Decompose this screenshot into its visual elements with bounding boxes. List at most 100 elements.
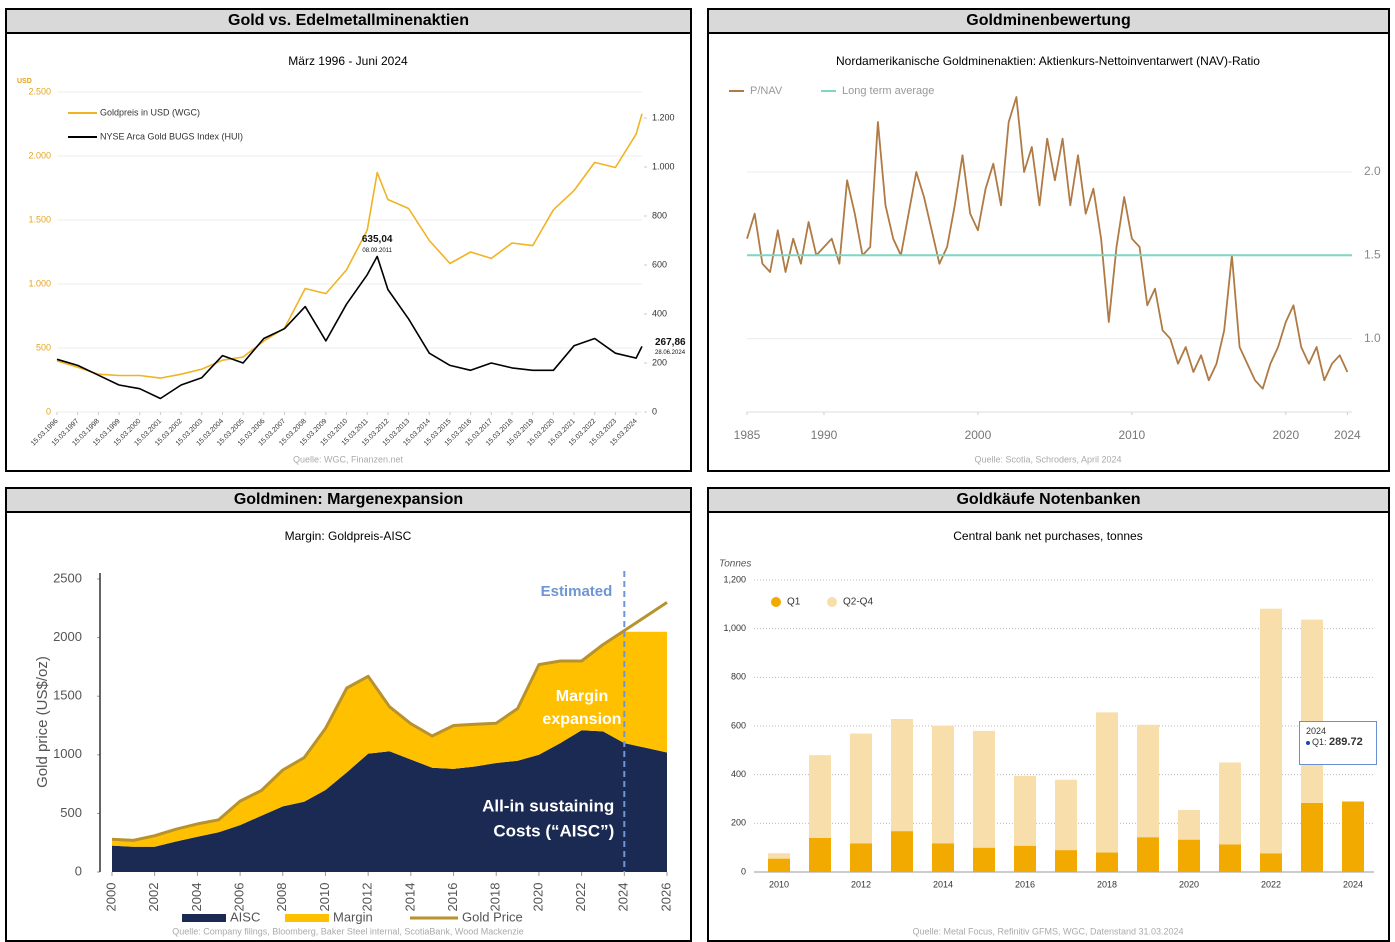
annotation: All-in sustaining xyxy=(482,796,614,815)
bar xyxy=(1260,853,1282,872)
y-tick-label: 1000 xyxy=(53,746,82,761)
bar xyxy=(891,718,913,832)
y-axis-label: Tonnes xyxy=(719,559,751,570)
value-date: 28.06.2024 xyxy=(655,350,686,356)
legend-label: Gold Price xyxy=(462,909,523,924)
annotation: expansion xyxy=(542,711,621,728)
legend-swatch xyxy=(771,597,781,607)
y-tick-label: 1,200 xyxy=(723,574,746,584)
tooltip-row: Q1 289.72 xyxy=(1306,736,1370,748)
x-tick-label: 2018 xyxy=(1097,879,1117,889)
x-tick-label: 2024 xyxy=(616,883,631,912)
x-tick-label: 2016 xyxy=(445,883,460,912)
tooltip-title: 2024 xyxy=(1306,726,1327,736)
x-tick-label: 2020 xyxy=(1179,879,1199,889)
x-tick-label: 2000 xyxy=(965,428,992,442)
bar xyxy=(1096,852,1118,872)
x-tick-label: 1990 xyxy=(811,428,838,442)
x-tick-label: 2010 xyxy=(1119,428,1146,442)
line-series xyxy=(56,113,643,379)
legend-label: Long term average xyxy=(842,85,934,97)
x-tick-label: 2012 xyxy=(360,883,375,912)
chart-subtitle: März 1996 - Juni 2024 xyxy=(288,54,408,68)
x-tick-label: 2018 xyxy=(488,883,503,912)
x-tick-label: 2022 xyxy=(1261,879,1281,889)
line-series xyxy=(111,601,668,842)
bar xyxy=(1055,850,1077,872)
bar xyxy=(1219,762,1241,845)
chart: Margin: Goldpreis-AISC Gold price (US$/o… xyxy=(34,529,673,936)
bar xyxy=(809,837,831,872)
y-tick-label: 500 xyxy=(36,342,51,352)
x-tick-label: 2012 xyxy=(851,879,871,889)
bar xyxy=(1178,809,1200,840)
bar xyxy=(891,831,913,872)
y-tick-label: 2000 xyxy=(53,629,82,644)
bar xyxy=(1014,845,1036,872)
bar xyxy=(1342,801,1364,872)
y-tick-label: 1.0 xyxy=(1364,331,1381,345)
bar xyxy=(850,843,872,872)
value-label: 267,86 xyxy=(655,337,686,348)
x-tick-label: 2024 xyxy=(1343,879,1363,889)
area-series xyxy=(112,631,667,847)
x-tick-label: 2016 xyxy=(1015,879,1035,889)
y-tick-label: 2.000 xyxy=(28,150,51,160)
value-date: 08.09.2011 xyxy=(362,248,392,254)
x-tick-label: 2008 xyxy=(274,883,289,912)
y-tick-label: 400 xyxy=(731,769,746,779)
x-tick-label: 2006 xyxy=(232,883,247,912)
y2-tick-label: 400 xyxy=(652,308,667,318)
chart: März 1996 - Juni 2024 USD Quelle: WGC, F… xyxy=(17,54,686,464)
y-tick-label: 1500 xyxy=(53,688,82,703)
x-tick-label: 2010 xyxy=(317,883,332,912)
source: Quelle: Metal Focus, Refinitiv GFMS, WGC… xyxy=(912,926,1183,936)
y-tick-label: 1.000 xyxy=(28,278,51,288)
bar xyxy=(973,730,995,848)
x-tick-label: 2004 xyxy=(189,883,204,912)
legend-label: AISC xyxy=(230,909,260,924)
chart-subtitle: Nordamerikanische Goldminenaktien: Aktie… xyxy=(836,54,1260,68)
legend-swatch xyxy=(285,914,329,922)
y-tick-label: 200 xyxy=(731,818,746,828)
tooltip-value: 289.72 xyxy=(1329,736,1363,748)
y2-tick-label: 600 xyxy=(652,259,667,269)
bar xyxy=(1096,712,1118,853)
x-tick-label: 2020 xyxy=(530,883,545,912)
y-tick-label: 0 xyxy=(46,406,51,416)
bar xyxy=(1219,844,1241,872)
legend-label: NYSE Arca Gold BUGS Index (HUI) xyxy=(100,131,243,141)
y-tick-label: 1.5 xyxy=(1364,248,1381,262)
panel-title: Goldminen: Margenexpansion xyxy=(7,489,690,513)
bar xyxy=(1055,779,1077,851)
source: Quelle: Company filings, Bloomberg, Bake… xyxy=(172,926,524,936)
x-tick-label: 2024 xyxy=(1334,428,1361,442)
legend-label: P/NAV xyxy=(750,85,783,97)
source: Quelle: WGC, Finanzen.net xyxy=(293,454,404,464)
y-tick-label: 2500 xyxy=(53,570,82,585)
legend-label: Q1 xyxy=(787,597,801,608)
chart: Central bank net purchases, tonnes Tonne… xyxy=(719,529,1374,936)
bar xyxy=(1301,619,1323,803)
bar xyxy=(1301,802,1323,872)
bar xyxy=(1014,775,1036,846)
bar xyxy=(768,858,790,872)
y2-tick-label: 1.000 xyxy=(652,161,675,171)
bar xyxy=(809,755,831,838)
legend-label: Margin xyxy=(333,909,373,924)
panel: Goldminenbewertung Nordamerikanische Gol… xyxy=(707,8,1390,472)
bar xyxy=(932,843,954,872)
y-axis-label: Gold price (US$/oz) xyxy=(34,656,51,788)
x-tick-label: 2000 xyxy=(103,883,118,912)
legend-swatch xyxy=(182,914,226,922)
y-tick-label: 800 xyxy=(731,672,746,682)
panel: Goldminen: Margenexpansion Margin: Goldp… xyxy=(5,487,692,942)
bar xyxy=(1260,608,1282,854)
y2-tick-label: 200 xyxy=(652,357,667,367)
panel: Gold vs. Edelmetallminenaktien März 1996… xyxy=(5,8,692,472)
x-tick-label: 2010 xyxy=(769,879,789,889)
line-series xyxy=(56,255,643,400)
value-label: 635,04 xyxy=(362,234,393,245)
panel-title: Goldkäufe Notenbanken xyxy=(709,489,1388,513)
bar xyxy=(850,733,872,844)
